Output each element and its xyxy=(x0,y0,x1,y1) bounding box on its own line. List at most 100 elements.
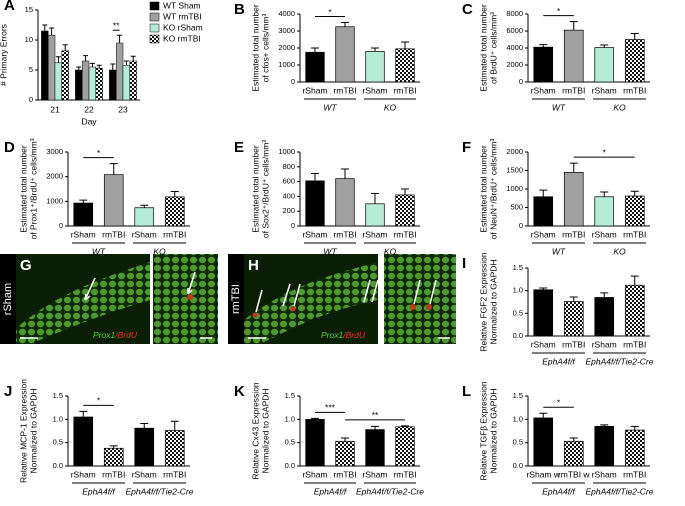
stain-label: Prox1/BrdU xyxy=(93,330,138,340)
bar xyxy=(594,425,615,467)
bar xyxy=(365,203,385,227)
bar xyxy=(129,60,137,101)
stain-name: /BrdU xyxy=(342,330,366,340)
bar xyxy=(47,34,56,101)
error-bar xyxy=(311,172,319,181)
bar xyxy=(563,440,584,467)
x-tick-label: rSham xyxy=(531,85,556,95)
group-label: WT xyxy=(552,102,566,112)
stain-name: Prox1 xyxy=(321,330,343,340)
y-tick-label: 0.5 xyxy=(285,438,295,447)
error-bar xyxy=(89,62,95,67)
y-tick-label: 2000 xyxy=(46,172,63,181)
side-label-bg xyxy=(228,254,244,344)
error-bar xyxy=(630,190,639,197)
legend-swatch xyxy=(149,1,160,11)
y-tick-label: 4000 xyxy=(278,9,295,18)
bar xyxy=(395,194,415,227)
bar xyxy=(533,196,554,227)
x-tick-label: rmTBI xyxy=(163,229,186,239)
x-tick-label: rmTBI xyxy=(623,469,646,479)
brdu-cell xyxy=(187,294,193,300)
group-label: EphA4f/f/Tie2-Cre xyxy=(356,486,424,496)
error-bar xyxy=(341,22,349,27)
bar xyxy=(73,416,94,467)
error-bar xyxy=(130,55,136,61)
y-tick-label: 4000 xyxy=(506,43,523,52)
legend-label: KO rmTBI xyxy=(163,33,201,43)
bar xyxy=(395,48,415,83)
error-bar xyxy=(600,292,609,298)
y-tick-label: 0.0 xyxy=(513,331,523,340)
y-tick-label: 1000 xyxy=(278,60,295,69)
group-label: EphA4f/f xyxy=(82,486,116,496)
y-tick-label: 1000 xyxy=(278,147,295,156)
y-axis-label: of BrdU⁺ cells/mm³ xyxy=(488,12,498,84)
y-axis-label: of NeuN⁺/BrdU⁺ cells/mm³ xyxy=(488,139,498,240)
group-label: KO xyxy=(384,102,397,112)
error-bar xyxy=(83,55,89,61)
y-tick-label: 2000 xyxy=(506,147,523,156)
x-tick-label: rSham xyxy=(302,469,327,479)
x-tick-label: rmTBI xyxy=(623,339,646,349)
error-bar xyxy=(79,199,88,204)
error-bar xyxy=(140,204,149,208)
bar xyxy=(335,26,355,83)
y-tick-label: 0.0 xyxy=(285,461,295,470)
x-tick-label: rSham xyxy=(362,85,387,95)
bar xyxy=(305,51,325,83)
error-bar xyxy=(170,420,179,431)
error-bar xyxy=(630,275,639,286)
bar xyxy=(134,427,155,467)
bar xyxy=(164,430,185,467)
bar xyxy=(365,51,385,83)
y-axis-label: Relative TGFβ Expression xyxy=(478,381,488,480)
panel-letter: A xyxy=(4,0,15,14)
y-axis-label: Normalized to GAPDH xyxy=(260,388,270,473)
error-bar xyxy=(79,410,88,417)
y-tick-label: 5 xyxy=(29,65,33,74)
bar xyxy=(563,172,584,227)
y-axis-label: Relative FGF2 Expression xyxy=(478,252,488,351)
brdu-cell xyxy=(290,306,296,312)
significance-label: * xyxy=(557,398,561,408)
error-bar xyxy=(569,21,578,31)
stain-label: Prox1/BrdU xyxy=(321,330,366,340)
micrograph-inset xyxy=(384,254,456,344)
error-bar xyxy=(42,24,48,31)
group-label: EphA4f/f/Tie2-Cre xyxy=(586,486,654,496)
error-bar xyxy=(569,162,578,173)
panel-letter: K xyxy=(234,383,245,400)
y-tick-label: 1000 xyxy=(46,196,63,205)
y-tick-label: 1.5 xyxy=(53,391,63,400)
legend-swatch xyxy=(149,12,160,22)
y-axis-label: of cfos+ cells/mm³ xyxy=(260,13,270,82)
y-axis-label: Normalized to GAPDH xyxy=(488,259,498,344)
error-bar xyxy=(110,63,116,70)
bar xyxy=(164,196,185,227)
error-bar xyxy=(600,424,609,427)
y-tick-label: 10 xyxy=(25,35,33,44)
legend-label: KO rSham xyxy=(163,22,203,32)
bar xyxy=(594,297,615,337)
group-label: KO xyxy=(384,246,397,256)
x-tick-label: rmTBI xyxy=(393,469,416,479)
error-bar xyxy=(49,27,55,36)
bar xyxy=(624,429,645,467)
bar xyxy=(75,69,83,101)
error-bar xyxy=(401,41,409,49)
brdu-cell xyxy=(410,304,416,310)
x-tick-label: rSham xyxy=(592,339,617,349)
y-tick-label: 0 xyxy=(29,95,33,104)
y-tick-label: 0.5 xyxy=(513,308,523,317)
y-axis-label: Relative MCP-1 Expression xyxy=(18,379,28,483)
x-tick-label: rSham xyxy=(71,469,96,479)
bar xyxy=(95,67,103,101)
arrow xyxy=(84,277,96,301)
brdu-cell xyxy=(426,304,432,310)
group-label: KO xyxy=(613,102,626,112)
brdu-cell xyxy=(252,312,258,318)
x-tick-label: rSham xyxy=(592,229,617,239)
y-tick-label: 2000 xyxy=(278,43,295,52)
bar xyxy=(563,301,584,337)
